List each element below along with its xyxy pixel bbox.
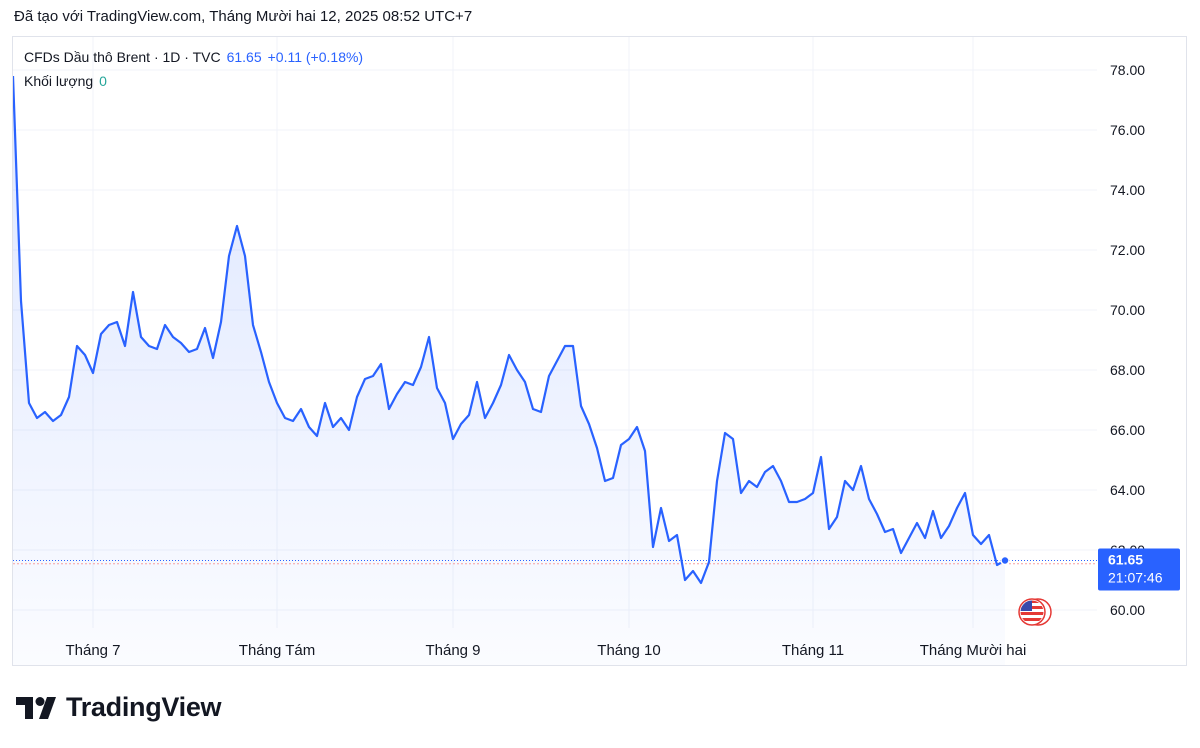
y-axis[interactable]: 60.0062.0064.0066.0068.0070.0072.0074.00…: [1110, 62, 1145, 618]
x-tick-label: Tháng 10: [597, 642, 660, 659]
us-flag-icon[interactable]: [1018, 598, 1052, 626]
price-area-fill: [13, 76, 1005, 665]
x-tick-label: Tháng Tám: [239, 642, 315, 659]
legend-volume-row[interactable]: Khối lượng 0: [24, 72, 363, 96]
price-badge-value: 61.65: [1108, 552, 1143, 568]
y-tick-label: 76.00: [1110, 122, 1145, 138]
y-tick-label: 66.00: [1110, 422, 1145, 438]
tradingview-logo-icon: [16, 696, 56, 719]
y-tick-label: 78.00: [1110, 62, 1145, 78]
x-tick-label: Tháng Mười hai: [920, 642, 1027, 659]
chart-frame: [12, 36, 1187, 666]
tradingview-logo[interactable]: TradingView: [16, 692, 222, 723]
y-tick-label: 72.00: [1110, 242, 1145, 258]
legend: CFDs Dầu thô Brent · 1D · TVC 61.65 +0.11 …: [24, 48, 363, 96]
x-tick-label: Tháng 11: [782, 642, 844, 659]
x-tick-label: Tháng 9: [425, 642, 480, 659]
y-tick-label: 60.00: [1110, 602, 1145, 618]
tradingview-wordmark: TradingView: [66, 692, 222, 722]
created-with-header: Đã tạo với TradingView.com, Tháng Mười h…: [14, 8, 473, 25]
y-tick-label: 64.00: [1110, 482, 1145, 498]
x-tick-label: Tháng 7: [65, 642, 120, 659]
symbol-label: CFDs Dầu thô Brent · 1D · TVC: [24, 49, 221, 65]
last-price-dot: [1000, 555, 1010, 566]
price-line[interactable]: [13, 75, 1006, 585]
legend-symbol-row[interactable]: CFDs Dầu thô Brent · 1D · TVC 61.65 +0.11 …: [24, 48, 363, 72]
volume-value: 0: [99, 73, 107, 89]
volume-label: Khối lượng: [24, 73, 94, 89]
price-badge: 61.65 21:07:46: [1098, 548, 1180, 591]
price-badge-countdown: 21:07:46: [1108, 570, 1163, 586]
y-tick-label: 70.00: [1110, 302, 1145, 318]
last-price-value: 61.65: [226, 49, 262, 65]
y-tick-label: 74.00: [1110, 182, 1145, 198]
y-tick-label: 68.00: [1110, 362, 1145, 378]
x-axis[interactable]: Tháng 7 Tháng Tám Tháng 9 Tháng 10 Tháng 11 T…: [65, 642, 1026, 659]
price-change: +0.11 (+0.18%): [267, 49, 364, 65]
